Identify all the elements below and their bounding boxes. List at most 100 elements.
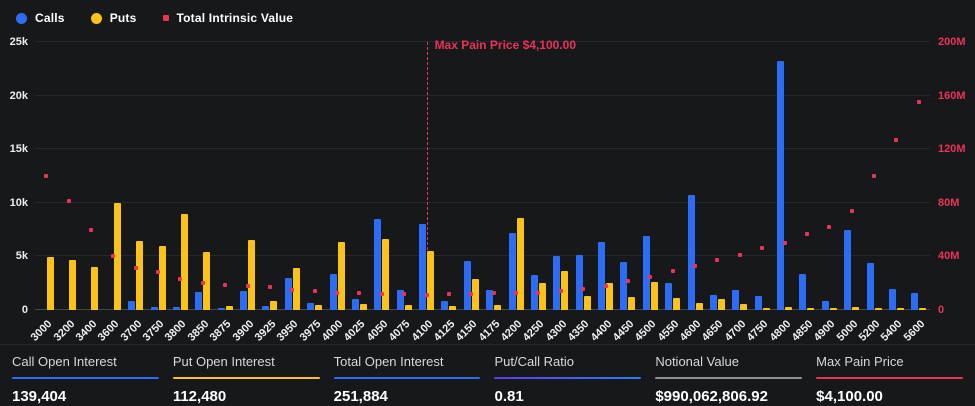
calls-bar	[620, 261, 628, 310]
calls-bar	[396, 289, 404, 310]
puts-bar	[896, 308, 904, 310]
y-axis-tick-left: 25k	[9, 36, 28, 48]
puts-bar	[136, 241, 144, 310]
intrinsic-value-dot	[312, 289, 317, 294]
intrinsic-value-dot	[223, 282, 228, 287]
stat-underline	[12, 377, 159, 379]
puts-bar	[404, 304, 412, 310]
puts-bar	[628, 297, 636, 310]
calls-bar	[866, 262, 874, 310]
puts-bar	[494, 304, 502, 310]
puts-bar	[919, 308, 927, 310]
calls-bar	[754, 296, 762, 310]
puts-bar	[337, 242, 345, 310]
intrinsic-value-dot	[760, 246, 765, 251]
calls-bar	[240, 290, 248, 310]
calls-bar	[307, 303, 315, 310]
intrinsic-value-dot	[603, 283, 608, 288]
y-axis-tick-right: 160M	[938, 89, 966, 102]
y-axis-tick-left: 5k	[15, 250, 28, 263]
intrinsic-value-dot	[424, 293, 429, 298]
stat-notional-value: Notional Value $990,062,806.92	[655, 354, 803, 406]
calls-bar	[888, 288, 896, 310]
calls-bar	[419, 224, 427, 310]
stat-put-call-ratio: Put/Call Ratio 0.81	[494, 354, 642, 406]
intrinsic-value-dot	[290, 287, 295, 292]
puts-bar	[69, 259, 77, 310]
puts-bar	[785, 306, 793, 310]
intrinsic-value-dot	[827, 224, 832, 229]
puts-bar	[180, 213, 188, 310]
intrinsic-value-dot	[625, 278, 630, 283]
calls-bar	[351, 299, 359, 310]
intrinsic-value-dot	[111, 254, 116, 259]
calls-bar	[463, 260, 471, 310]
y-axis-tick-right: 200M	[938, 36, 966, 48]
legend-item-intrinsic-value[interactable]: Total Intrinsic Value	[162, 11, 294, 25]
puts-bar	[807, 308, 815, 310]
puts-bar	[91, 267, 99, 310]
gridline	[35, 148, 930, 150]
y-axis-tick-right: 0	[938, 304, 945, 316]
intrinsic-value-dot	[335, 290, 340, 295]
puts-bar	[762, 308, 770, 310]
y-axis-tick-left: 15k	[9, 143, 28, 156]
puts-bar	[46, 257, 54, 310]
intrinsic-value-dot	[469, 291, 474, 296]
calls-bar	[508, 232, 516, 310]
intrinsic-value-dot	[782, 241, 787, 245]
intrinsic-value-dot	[88, 227, 93, 232]
puts-bar	[449, 305, 457, 310]
legend-item-puts[interactable]: Puts	[90, 11, 137, 25]
calls-bar	[284, 277, 292, 310]
calls-bar	[128, 301, 136, 310]
puts-marker-icon	[90, 12, 102, 24]
intrinsic-value-dot	[133, 266, 138, 271]
puts-bar	[874, 308, 882, 310]
puts-bar	[225, 305, 233, 310]
stat-call-open-interest: Call Open Interest 139,404	[12, 354, 159, 406]
intrinsic-value-dot	[267, 285, 272, 290]
stat-underline	[816, 377, 963, 379]
calls-bar	[732, 289, 740, 310]
intrinsic-value-dot	[491, 290, 496, 295]
calls-bar	[441, 301, 449, 310]
intrinsic-value-marker-icon	[162, 15, 169, 21]
puts-bar	[315, 304, 323, 310]
puts-bar	[471, 278, 479, 310]
intrinsic-value-dot	[66, 199, 71, 204]
intrinsic-value-dot	[715, 258, 720, 263]
puts-bar	[673, 298, 681, 310]
plot-area: Max Pain Price $4,100.00	[35, 38, 930, 310]
intrinsic-value-dot	[581, 286, 586, 291]
calls-bar	[709, 295, 717, 310]
calls-bar	[329, 273, 337, 310]
puts-bar	[516, 217, 524, 310]
puts-bar	[382, 239, 390, 310]
calls-bar	[530, 274, 538, 310]
calls-marker-icon	[16, 12, 27, 24]
stat-underline	[494, 377, 642, 379]
puts-bar	[561, 271, 569, 310]
calls-bar	[486, 289, 494, 310]
legend-item-calls[interactable]: Calls	[16, 11, 65, 25]
puts-bar	[203, 252, 211, 310]
puts-bar	[427, 251, 435, 310]
intrinsic-value-dot	[558, 289, 563, 294]
calls-bar	[374, 218, 382, 310]
intrinsic-value-dot	[446, 291, 451, 296]
calls-bar	[777, 61, 785, 310]
intrinsic-value-dot	[693, 263, 698, 268]
y-axis-tick-left: 20k	[9, 89, 28, 102]
puts-bar	[359, 303, 367, 310]
intrinsic-value-dot	[916, 100, 921, 105]
intrinsic-value-dot	[894, 137, 899, 142]
calls-bar	[172, 306, 180, 310]
stat-label: Put Open Interest	[172, 354, 275, 369]
calls-bar	[911, 292, 919, 310]
gridline	[35, 94, 930, 96]
stat-total-open-interest: Total Open Interest 251,884	[333, 354, 481, 406]
intrinsic-value-dot	[156, 270, 161, 275]
calls-bar	[821, 300, 829, 310]
